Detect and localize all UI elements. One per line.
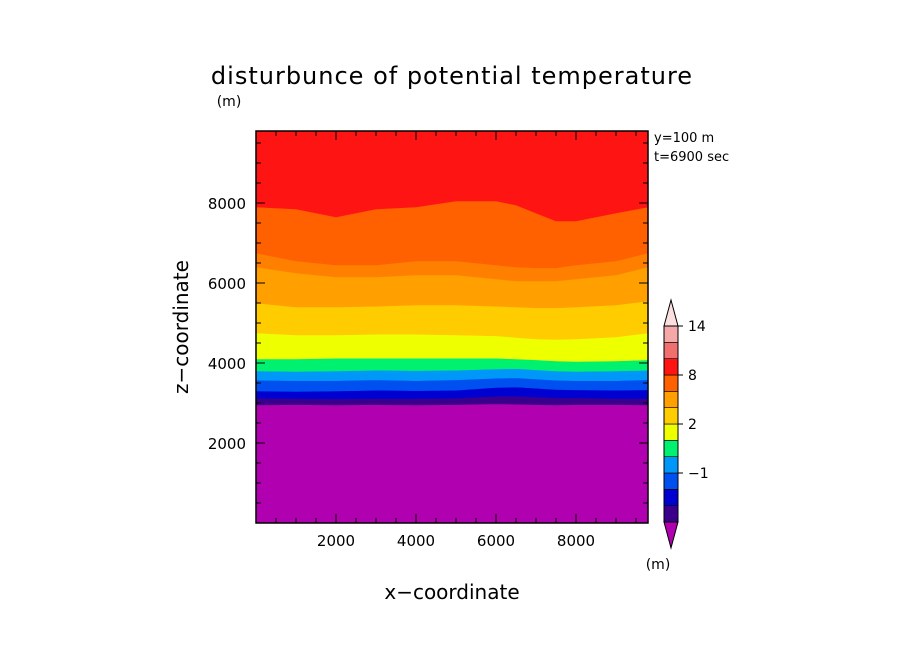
colorbar-segment (663, 505, 679, 523)
contour-fills (255, 130, 649, 524)
x-axis-label: x−coordinate (384, 580, 519, 604)
info-t: t=6900 sec (654, 150, 729, 165)
y-tick-label: 6000 (208, 275, 246, 293)
colorbar-segment (663, 423, 679, 441)
colorbar-segment (663, 521, 679, 550)
colorbar-segment (663, 407, 679, 425)
x-tick-label: 4000 (397, 532, 435, 550)
colorbar-segment (663, 489, 679, 506)
axis-ticks: 2000 4000 6000 8000 2000 4000 6000 8000 (208, 131, 648, 550)
colorbar-segment (663, 298, 679, 327)
colorbar-segment (663, 440, 679, 457)
y-axis-label: z−coordinate (169, 260, 193, 394)
colorbar-segment (663, 342, 679, 359)
y-tick-label: 2000 (208, 435, 246, 453)
x-tick-label: 8000 (557, 532, 595, 550)
colorbar-segment (663, 374, 679, 392)
colorbar-segment (663, 456, 679, 474)
colorbar-segment (663, 472, 679, 490)
colorbar-label: 2 (688, 417, 697, 433)
y-tick-label: 8000 (208, 195, 246, 213)
colorbar: −1 2 8 14 (663, 298, 709, 550)
colorbar-units-label: (m) (646, 557, 671, 573)
contour-band (255, 403, 649, 524)
info-y: y=100 m (654, 131, 714, 146)
y-tick-label: 4000 (208, 355, 246, 373)
colorbar-segment (663, 358, 679, 376)
chart-title: disturbunce of potential temperature (211, 62, 693, 90)
colorbar-segment (663, 391, 679, 408)
units-label-top: (m) (217, 94, 242, 110)
colorbar-label: 14 (688, 319, 706, 335)
colorbar-label: −1 (688, 466, 709, 482)
colorbar-segment (663, 325, 679, 343)
x-tick-label: 6000 (477, 532, 515, 550)
plot-frame (255, 130, 649, 524)
x-tick-label: 2000 (317, 532, 355, 550)
colorbar-label: 8 (688, 368, 697, 384)
